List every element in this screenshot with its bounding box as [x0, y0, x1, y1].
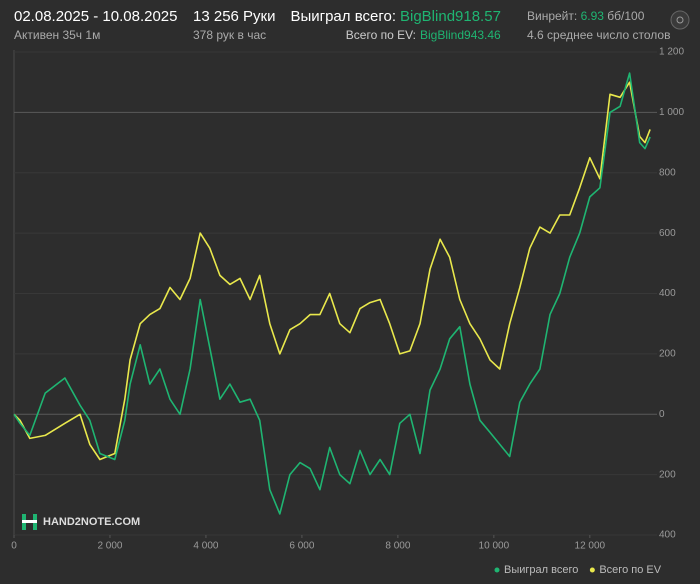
won-label: Выиграл всего: [290, 8, 396, 25]
x-tick-label: 0 [11, 541, 17, 552]
hands: 13 256 Руки [193, 8, 276, 25]
tables: 4.6 среднее число столов [527, 28, 670, 42]
y-tick-label: 400 [659, 530, 676, 541]
ev-label: Всего по EV: [346, 28, 416, 42]
legend-label: Всего по EV [599, 564, 661, 576]
legend-label: Выиграл всего [504, 564, 578, 576]
settings-gear [676, 16, 684, 24]
x-tick-label: 2 000 [97, 541, 122, 552]
winrate-unit: бб/100 [607, 9, 644, 23]
y-tick-label: 400 [659, 288, 676, 299]
settings-icon[interactable] [670, 10, 690, 30]
y-tick-label: 600 [659, 228, 676, 239]
x-tick-label: 4 000 [193, 541, 218, 552]
y-tick-label: 200 [659, 469, 676, 480]
winrate-label: Винрейт: [527, 9, 577, 23]
watermark-text: HAND2NOTE.COM [43, 516, 140, 528]
x-tick-label: 8 000 [385, 541, 410, 552]
won-value: BigBlind918.57 [400, 8, 501, 25]
x-tick-label: 12 000 [575, 541, 606, 552]
logo-bar [22, 520, 37, 523]
ev-value: BigBlind943.46 [420, 28, 501, 42]
settings-button[interactable] [670, 10, 690, 30]
x-tick-label: 10 000 [479, 541, 510, 552]
legend-marker [494, 567, 500, 573]
hands-per-hour: 378 рук в час [193, 28, 266, 42]
series-line [13, 72, 651, 515]
series-line [13, 81, 651, 461]
watermark: HAND2NOTE.COM [22, 514, 140, 530]
winrate: Винрейт: 6.93 бб/100 [527, 9, 645, 23]
x-tick-label: 6 000 [289, 541, 314, 552]
y-tick-label: 200 [659, 349, 676, 360]
y-tick-label: 1 200 [659, 47, 684, 58]
legend-marker [589, 567, 595, 573]
y-tick-label: 800 [659, 167, 676, 178]
date-range: 02.08.2025 - 10.08.2025 [14, 8, 177, 25]
y-tick-label: 1 000 [659, 107, 684, 118]
y-tick-label: 0 [659, 409, 665, 420]
active-time: Активен 35ч 1м [14, 28, 100, 42]
winrate-value: 6.93 [581, 9, 605, 23]
